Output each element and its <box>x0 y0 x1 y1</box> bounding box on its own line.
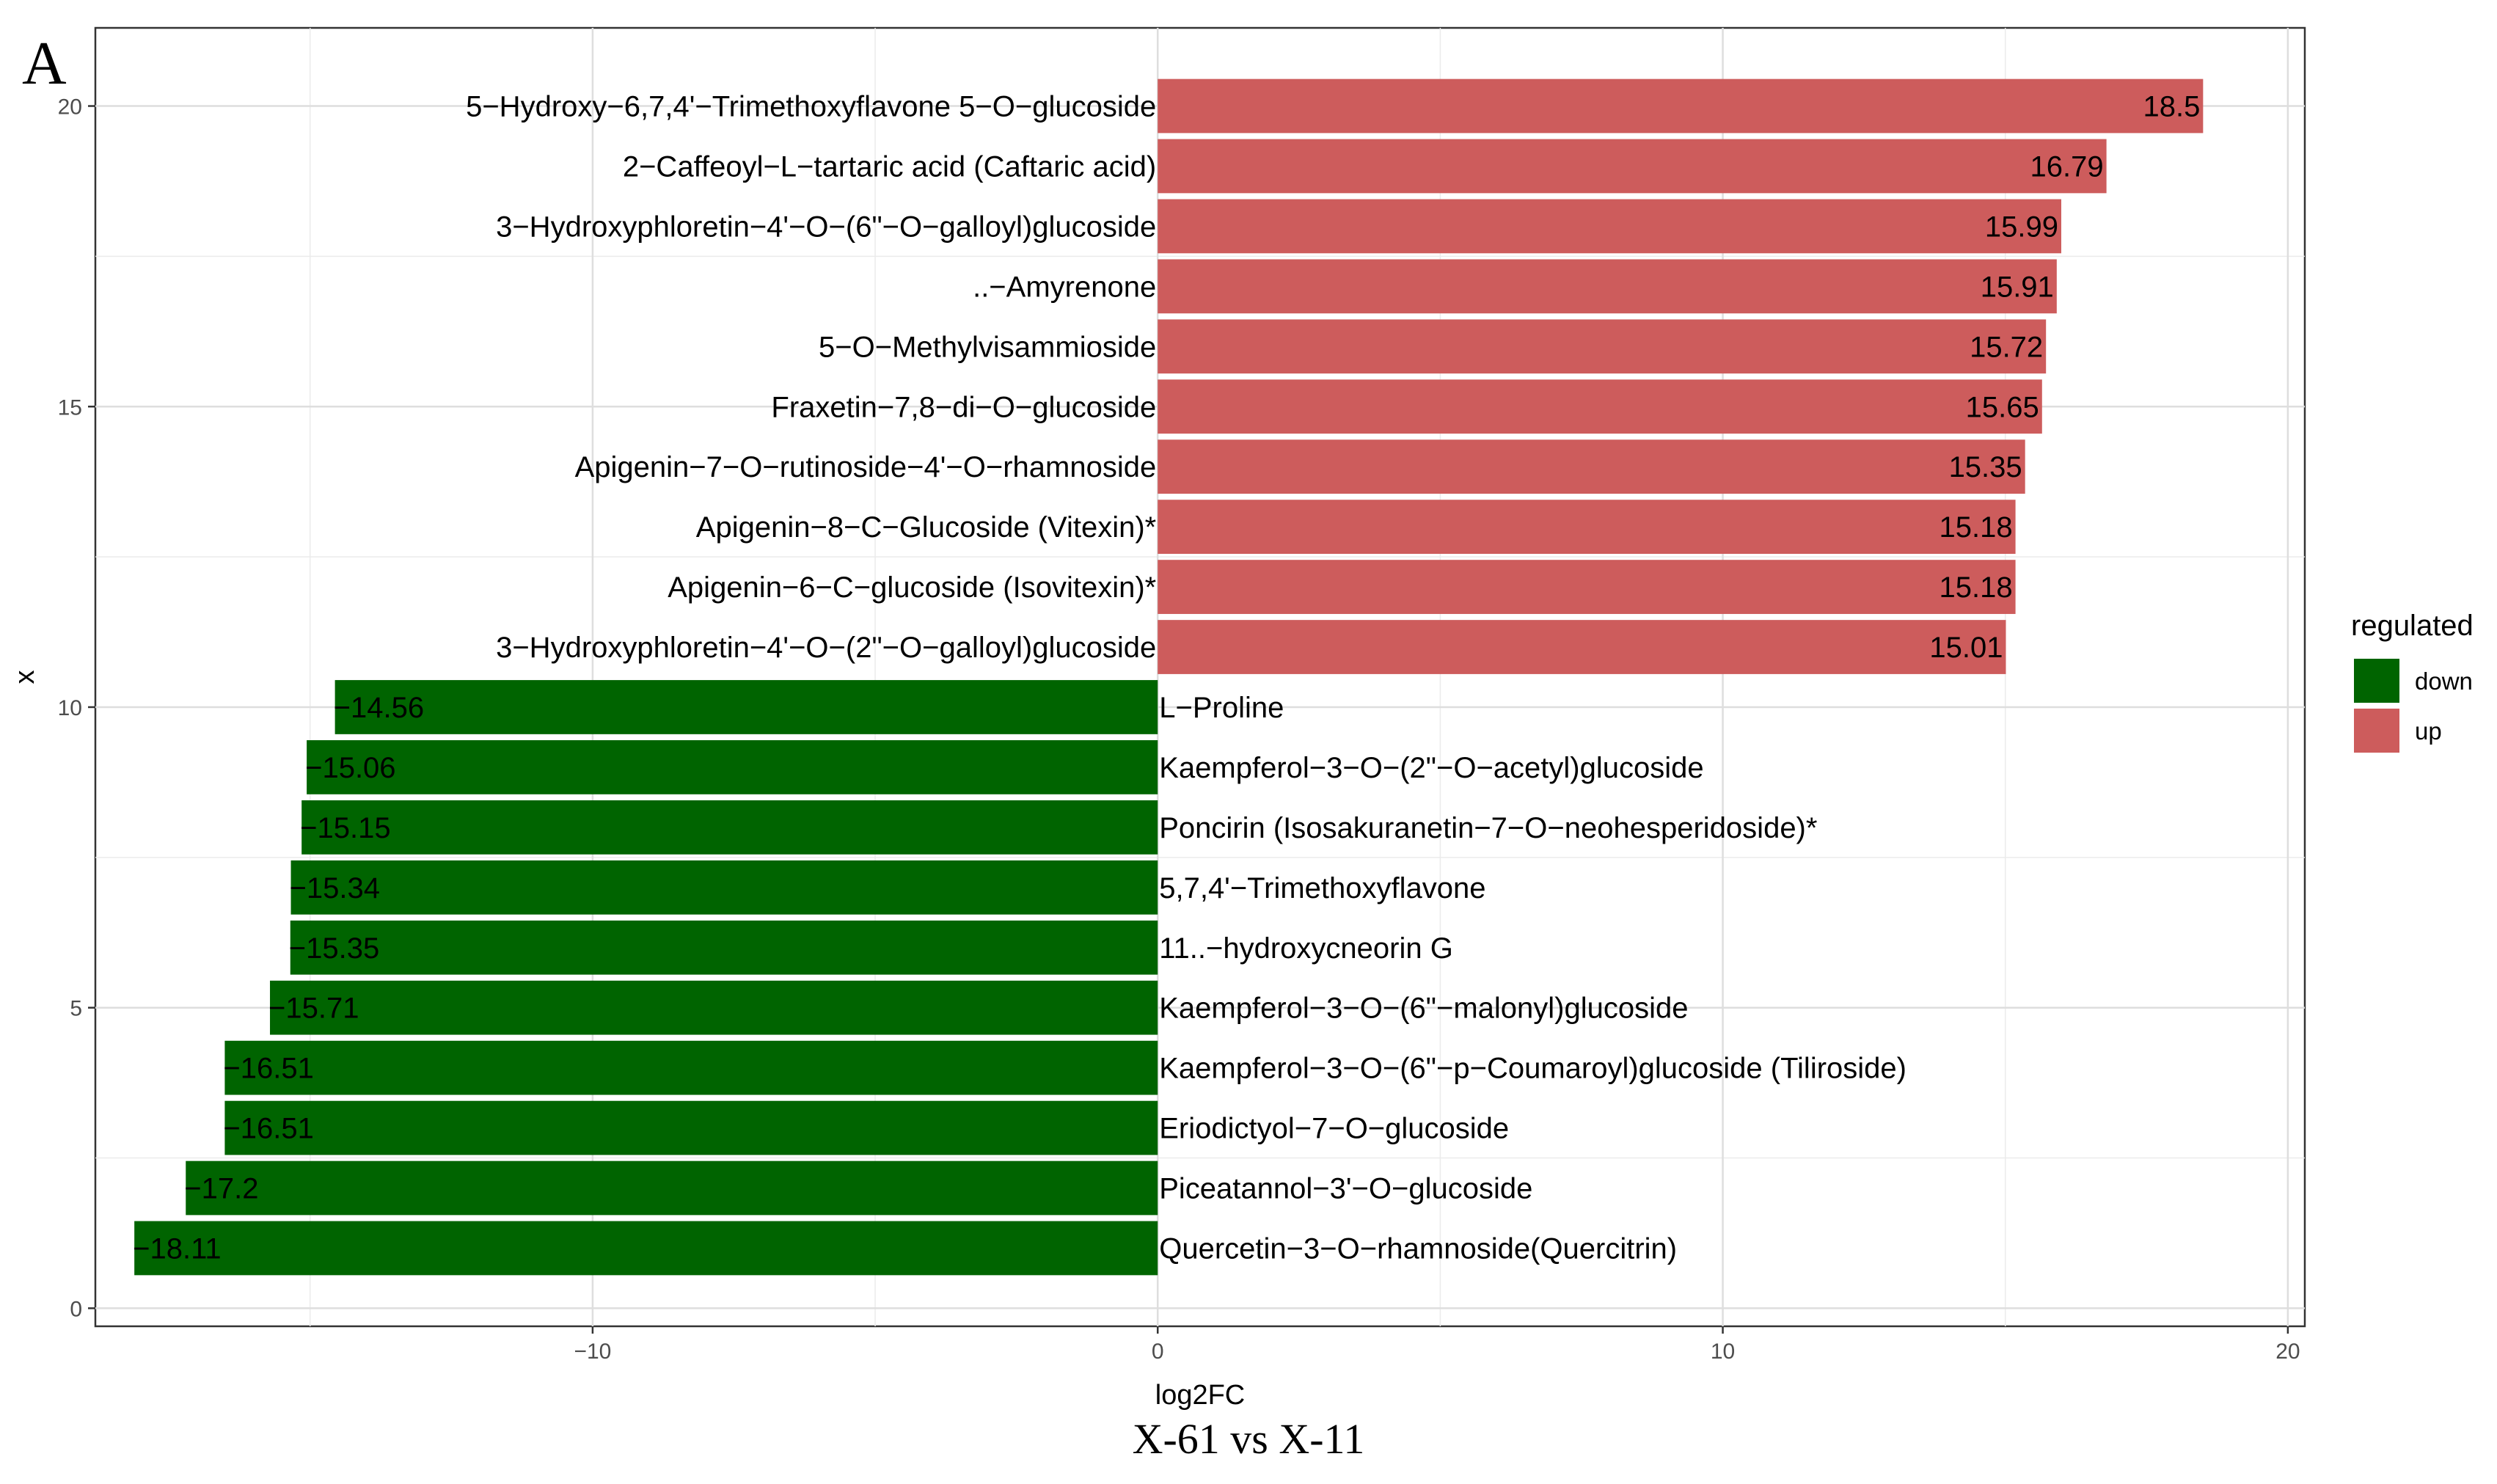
x-tick-label: 0 <box>1152 1339 1164 1364</box>
bar-value-label: −15.35 <box>289 932 379 965</box>
bars <box>134 78 2204 1276</box>
legend: regulated down up <box>2351 610 2474 753</box>
bar-value-label: 15.18 <box>1939 571 2012 604</box>
x-axis-title: log2FC <box>1155 1380 1246 1411</box>
bar-down <box>134 1221 1158 1276</box>
x-tick-label: −10 <box>574 1339 611 1364</box>
bar-value-label: 16.79 <box>2030 150 2104 183</box>
bar-value-label: 15.72 <box>1970 331 2043 363</box>
y-tick-label: 5 <box>70 997 82 1021</box>
bar-name-label: 2−Caffeoyl−L−tartaric acid (Caftaric aci… <box>623 150 1156 183</box>
bar-down <box>224 1040 1158 1095</box>
legend-label: up <box>2415 717 2442 745</box>
bar-down <box>307 740 1158 794</box>
bar-up <box>1158 259 2057 314</box>
bar-value-label: −16.51 <box>223 1113 313 1145</box>
x-tick-label: 10 <box>1711 1339 1735 1364</box>
bar-value-label: −15.34 <box>290 872 380 904</box>
figure-caption: X-61 vs X-11 <box>1132 1415 1365 1463</box>
bar-name-label: Fraxetin−7,8−di−O−glucoside <box>771 391 1156 423</box>
legend-label: down <box>2415 668 2473 695</box>
bar-value-label: −15.71 <box>268 993 359 1025</box>
x-axis: −10 0 10 20 <box>574 1326 2300 1364</box>
bar-name-label: Apigenin−7−O−rutinoside−4'−O−rhamnoside <box>575 451 1157 483</box>
bar-up <box>1158 319 2047 374</box>
bar-value-label: −15.15 <box>300 812 390 844</box>
y-tick-label: 10 <box>58 696 82 720</box>
bar-name-label: Piceatannol−3'−O−glucoside <box>1159 1173 1532 1205</box>
bar-up <box>1158 199 2061 254</box>
bar-down <box>301 800 1158 855</box>
bar-value-label: 18.5 <box>2143 91 2200 123</box>
bar-name-label: ..−Amyrenone <box>973 271 1156 303</box>
bar-name-labels: 5−Hydroxy−6,7,4'−Trimethoxyflavone 5−O−g… <box>466 91 1906 1265</box>
legend-key-down <box>2354 659 2399 703</box>
bar-name-label: Kaempferol−3−O−(6"−p−Coumaroyl)glucoside… <box>1159 1053 1906 1085</box>
bar-down <box>270 980 1158 1035</box>
bar-up <box>1158 620 2006 674</box>
bar-down <box>224 1100 1158 1155</box>
bar-up <box>1158 439 2025 494</box>
bar-value-label: −15.06 <box>305 752 395 784</box>
bar-name-label: 11..−hydroxycneorin G <box>1159 932 1453 965</box>
bar-name-label: Apigenin−8−C−Glucoside (Vitexin)* <box>696 511 1156 544</box>
bar-name-label: L−Proline <box>1159 692 1284 724</box>
panel-letter: A <box>22 29 67 98</box>
bar-name-label: 3−Hydroxyphloretin−4'−O−(2"−O−galloyl)gl… <box>496 632 1156 664</box>
bar-name-label: Apigenin−6−C−glucoside (Isovitexin)* <box>668 571 1156 604</box>
y-axis: 0 5 10 15 20 <box>58 95 95 1321</box>
bar-value-label: −17.2 <box>184 1173 258 1205</box>
bar-value-label: 15.35 <box>1949 451 2022 483</box>
bar-name-label: 5−Hydroxy−6,7,4'−Trimethoxyflavone 5−O−g… <box>466 91 1156 123</box>
bar-up <box>1158 139 2107 194</box>
bar-down <box>186 1160 1158 1216</box>
bar-up <box>1158 78 2204 134</box>
bar-name-label: Eriodictyol−7−O−glucoside <box>1159 1113 1509 1145</box>
bar-down <box>290 920 1158 975</box>
bar-down <box>290 860 1158 915</box>
bar-value-label: −16.51 <box>223 1053 313 1085</box>
bar-up <box>1158 560 2016 614</box>
bar-name-label: Poncirin (Isosakuranetin−7−O−neohesperid… <box>1159 812 1817 844</box>
bar-name-label: Kaempferol−3−O−(2"−O−acetyl)glucoside <box>1159 752 1703 784</box>
bar-value-label: 15.18 <box>1939 511 2012 544</box>
y-tick-label: 15 <box>58 395 82 420</box>
bar-up <box>1158 379 2042 434</box>
bar-value-label: 15.65 <box>1966 391 2039 423</box>
bar-value-labels: 18.5 16.79 15.99 15.91 15.72 15.65 15.35 15.18 1… <box>133 91 2200 1265</box>
bar-name-label: Quercetin−3−O−rhamnoside(Quercitrin) <box>1159 1232 1677 1265</box>
legend-title: regulated <box>2351 610 2474 642</box>
bar-value-label: 15.99 <box>1985 211 2058 243</box>
bar-name-label: Kaempferol−3−O−(6"−malonyl)glucoside <box>1159 993 1688 1025</box>
bar-value-label: −18.11 <box>133 1232 222 1265</box>
y-axis-title: x <box>10 670 40 684</box>
y-tick-label: 0 <box>70 1297 82 1321</box>
bar-value-label: −14.56 <box>334 692 424 724</box>
bar-value-label: 15.91 <box>1981 271 2054 303</box>
bar-down <box>334 680 1158 734</box>
x-tick-label: 20 <box>2275 1339 2300 1364</box>
bar-name-label: 5−O−Methylvisammioside <box>819 331 1156 363</box>
y-tick-label: 20 <box>58 95 82 120</box>
bar-up <box>1158 500 2016 555</box>
bar-name-label: 5,7,4'−Trimethoxyflavone <box>1159 872 1485 904</box>
bar-value-label: 15.01 <box>1929 632 2003 664</box>
legend-key-up <box>2354 709 2399 753</box>
bar-name-label: 3−Hydroxyphloretin−4'−O−(6"−O−galloyl)gl… <box>496 211 1156 243</box>
